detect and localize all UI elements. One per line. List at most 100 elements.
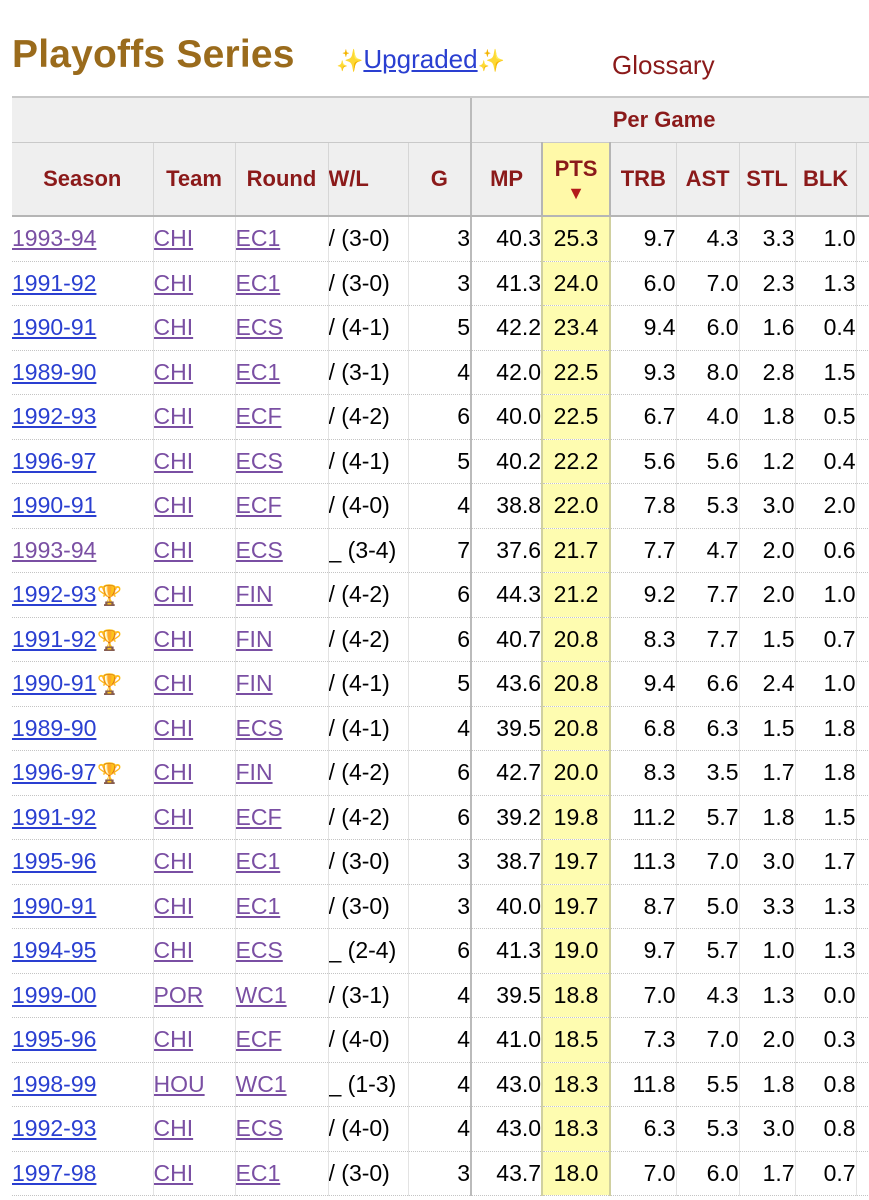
wl-cell: _ (1-3)	[328, 1062, 409, 1107]
round-link[interactable]: EC1	[235, 225, 281, 252]
round-link[interactable]: FIN	[235, 759, 273, 786]
glossary-link[interactable]: Glossary	[612, 50, 715, 80]
season-link[interactable]: 1992-93	[12, 1115, 97, 1142]
col-header-blk[interactable]: BLK	[795, 142, 857, 217]
team-link[interactable]: POR	[153, 981, 204, 1008]
season-cell: 1990-91	[12, 884, 154, 929]
team-link[interactable]: CHI	[153, 447, 194, 474]
team-link[interactable]: CHI	[153, 625, 194, 652]
games-cell: 6	[408, 394, 472, 440]
team-link[interactable]: CHI	[153, 759, 194, 786]
blk-cell: 1.3	[795, 928, 857, 974]
col-header-round[interactable]: Round	[235, 142, 329, 217]
season-link[interactable]: 1990-91	[12, 314, 97, 341]
trb-cell: 11.8	[610, 1062, 677, 1107]
team-link[interactable]: CHI	[153, 314, 194, 341]
table-row: 1991-92 CHI EC1 / (3-0) 3 41.3 24.0 6.0 7.0 2.3 1.…	[12, 261, 869, 306]
extra-cell	[856, 439, 869, 484]
team-link[interactable]: CHI	[153, 670, 194, 697]
col-header-g[interactable]: G	[408, 142, 472, 217]
season-link[interactable]: 1991-92	[12, 803, 97, 830]
team-link[interactable]: CHI	[153, 937, 194, 964]
season-link[interactable]: 1994-95	[12, 937, 97, 964]
round-link[interactable]: FIN	[235, 625, 273, 652]
col-header-team[interactable]: Team	[153, 142, 236, 217]
team-link[interactable]: CHI	[153, 1026, 194, 1053]
round-link[interactable]: ECS	[235, 714, 283, 741]
round-link[interactable]: ECF	[235, 492, 282, 519]
col-header-ast[interactable]: AST	[676, 142, 740, 217]
table-row: 1992-93🏆 CHI FIN / (4-2) 6 44.3 21.2 9.2 7.7 2.0 1…	[12, 572, 869, 618]
season-link[interactable]: 1996-97	[12, 759, 97, 786]
round-link[interactable]: ECS	[235, 447, 283, 474]
season-link[interactable]: 1990-91	[12, 670, 97, 697]
season-link[interactable]: 1998-99	[12, 1070, 97, 1097]
extra-cell	[856, 528, 869, 573]
team-link[interactable]: CHI	[153, 892, 194, 919]
round-link[interactable]: WC1	[235, 1070, 287, 1097]
round-link[interactable]: ECF	[235, 803, 282, 830]
team-link[interactable]: CHI	[153, 803, 194, 830]
team-link[interactable]: CHI	[153, 225, 194, 252]
team-cell: CHI	[153, 928, 236, 974]
round-link[interactable]: FIN	[235, 581, 273, 608]
team-link[interactable]: CHI	[153, 536, 194, 563]
round-link[interactable]: ECF	[235, 1026, 282, 1053]
season-link[interactable]: 1990-91	[12, 492, 97, 519]
wl-cell: / (3-1)	[328, 350, 409, 395]
season-link[interactable]: 1993-94	[12, 536, 97, 563]
round-cell: WC1	[235, 973, 329, 1018]
team-link[interactable]: CHI	[153, 1115, 194, 1142]
round-link[interactable]: EC1	[235, 892, 281, 919]
playoff-series-table-container[interactable]: Per Game Season Team Round W/L G MP PTS …	[12, 96, 869, 1200]
season-link[interactable]: 1989-90	[12, 714, 97, 741]
season-link[interactable]: 1993-94	[12, 225, 97, 252]
team-link[interactable]: CHI	[153, 403, 194, 430]
col-header-trb[interactable]: TRB	[610, 142, 677, 217]
stl-cell: 1.0	[739, 928, 796, 974]
round-link[interactable]: EC1	[235, 848, 281, 875]
col-header-stl[interactable]: STL	[739, 142, 796, 217]
col-header-wl[interactable]: W/L	[328, 142, 409, 217]
season-link[interactable]: 1995-96	[12, 848, 97, 875]
season-link[interactable]: 1989-90	[12, 358, 97, 385]
col-header-mp[interactable]: MP	[470, 142, 543, 217]
round-link[interactable]: ECS	[235, 536, 283, 563]
season-link[interactable]: 1990-91	[12, 892, 97, 919]
season-link[interactable]: 1991-92	[12, 269, 97, 296]
team-link[interactable]: CHI	[153, 492, 194, 519]
team-link[interactable]: CHI	[153, 358, 194, 385]
blk-cell: 0.4	[795, 305, 857, 351]
round-link[interactable]: ECF	[235, 403, 282, 430]
season-link[interactable]: 1991-92	[12, 625, 97, 652]
team-link[interactable]: HOU	[153, 1070, 205, 1097]
col-header-season[interactable]: Season	[12, 142, 154, 217]
round-link[interactable]: FIN	[235, 670, 273, 697]
season-link[interactable]: 1995-96	[12, 1026, 97, 1053]
round-link[interactable]: EC1	[235, 269, 281, 296]
season-link[interactable]: 1992-93	[12, 403, 97, 430]
season-link[interactable]: 1996-97	[12, 447, 97, 474]
round-link[interactable]: ECS	[235, 314, 283, 341]
season-link[interactable]: 1997-98	[12, 1159, 97, 1186]
upgraded-badge: ✨Upgraded✨	[336, 44, 505, 75]
round-link[interactable]: WC1	[235, 981, 287, 1008]
mp-cell: 44.3	[470, 572, 543, 618]
season-link[interactable]: 1999-00	[12, 981, 97, 1008]
season-link[interactable]: 1992-93	[12, 581, 97, 608]
round-link[interactable]: ECS	[235, 1115, 283, 1142]
round-link[interactable]: ECS	[235, 937, 283, 964]
team-link[interactable]: CHI	[153, 269, 194, 296]
wl-cell: / (4-2)	[328, 750, 409, 796]
team-link[interactable]: CHI	[153, 1159, 194, 1186]
upgraded-link[interactable]: Upgraded	[363, 44, 478, 74]
round-link[interactable]: EC1	[235, 358, 281, 385]
ast-cell: 5.5	[676, 1062, 740, 1107]
round-link[interactable]: EC1	[235, 1159, 281, 1186]
team-link[interactable]: CHI	[153, 714, 194, 741]
team-link[interactable]: CHI	[153, 581, 194, 608]
trophy-icon: 🏆	[97, 763, 123, 786]
games-cell: 4	[408, 973, 472, 1018]
col-header-pts[interactable]: PTS ▼	[541, 142, 612, 217]
team-link[interactable]: CHI	[153, 848, 194, 875]
